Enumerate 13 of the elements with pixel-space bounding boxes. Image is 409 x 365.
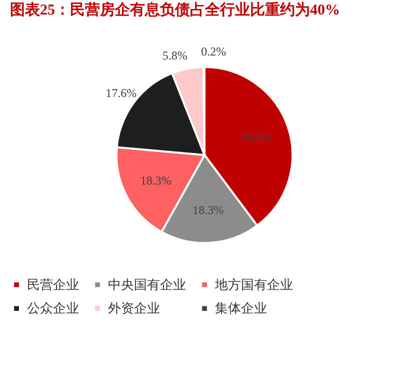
data-label: 39.8% [241,130,272,145]
legend-label: 外资企业 [108,300,160,316]
data-label: 18.3% [140,174,172,188]
legend-label: 公众企业 [27,300,79,316]
legend-label: 集体企业 [215,300,267,316]
data-label: 17.6% [106,86,137,100]
legend-label: 地方国有企业 [214,276,293,292]
chart-title: 图表25：民营房企有息负债占全行业比重约为40% [10,0,340,18]
data-label: 18.3% [192,202,224,217]
data-label: 5.8% [162,48,188,62]
legend-label: 民营企业 [27,276,79,292]
data-label: 0.2% [201,44,226,58]
legend-label: 中央国有企业 [108,276,186,292]
